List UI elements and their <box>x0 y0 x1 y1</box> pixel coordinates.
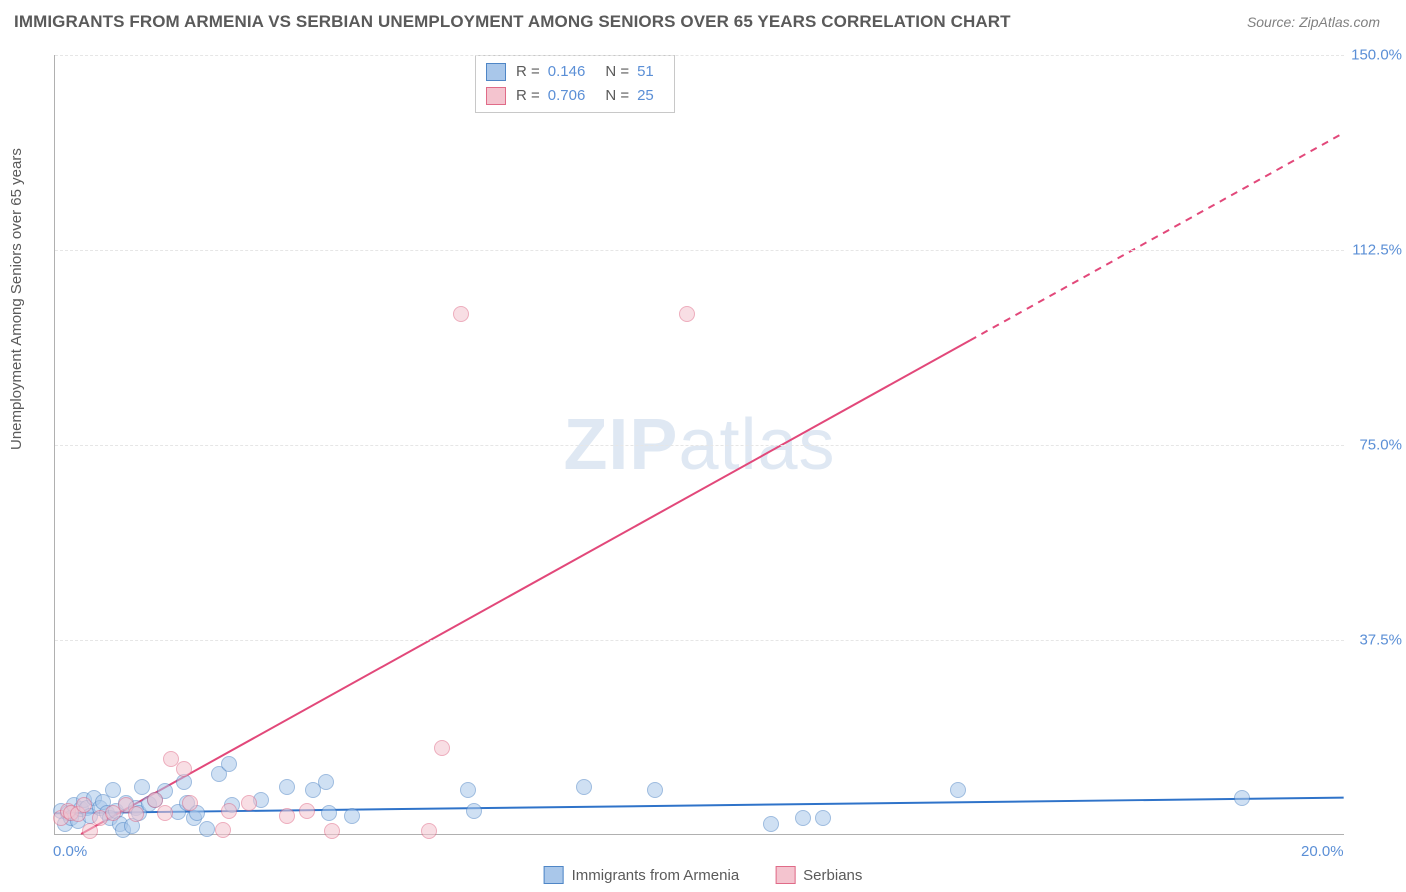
data-point <box>321 805 337 821</box>
gridline <box>55 55 1344 56</box>
data-point <box>221 756 237 772</box>
legend-n-value: 51 <box>637 60 654 84</box>
data-point <box>815 810 831 826</box>
data-point <box>241 795 257 811</box>
data-point <box>344 808 360 824</box>
legend-n-label: N = <box>605 60 629 84</box>
data-point <box>460 782 476 798</box>
data-point <box>466 803 482 819</box>
data-point <box>128 806 144 822</box>
y-tick-label: 37.5% <box>1359 632 1402 649</box>
data-point <box>679 306 695 322</box>
data-point <box>105 782 121 798</box>
legend-r-label: R = <box>516 84 540 108</box>
legend-r-value: 0.706 <box>548 84 586 108</box>
data-point <box>215 822 231 838</box>
data-point <box>763 816 779 832</box>
data-point <box>795 810 811 826</box>
data-point <box>1234 790 1250 806</box>
y-tick-label: 112.5% <box>1352 242 1402 259</box>
x-tick-label: 20.0% <box>1301 843 1344 860</box>
y-tick-label: 75.0% <box>1359 437 1402 454</box>
chart-title: IMMIGRANTS FROM ARMENIA VS SERBIAN UNEMP… <box>14 12 1011 32</box>
legend-r-label: R = <box>516 60 540 84</box>
legend-n-value: 25 <box>637 84 654 108</box>
data-point <box>176 761 192 777</box>
data-point <box>421 823 437 839</box>
data-point <box>279 779 295 795</box>
data-point <box>199 821 215 837</box>
legend-n-label: N = <box>605 84 629 108</box>
bottom-legend-label: Immigrants from Armenia <box>572 867 740 884</box>
data-point <box>221 803 237 819</box>
data-point <box>134 779 150 795</box>
y-tick-label: 150.0% <box>1351 47 1402 64</box>
trend-line <box>81 340 970 834</box>
stats-legend-row: R = 0.706 N = 25 <box>486 84 664 108</box>
bottom-legend: Immigrants from Armenia Serbians <box>544 866 863 884</box>
legend-swatch <box>544 866 564 884</box>
gridline <box>55 250 1344 251</box>
data-point <box>453 306 469 322</box>
data-point <box>318 774 334 790</box>
stats-legend-row: R = 0.146 N = 51 <box>486 60 664 84</box>
legend-swatch <box>775 866 795 884</box>
data-point <box>950 782 966 798</box>
data-point <box>157 805 173 821</box>
stats-legend: R = 0.146 N = 51 R = 0.706 N = 25 <box>475 55 675 113</box>
legend-swatch <box>486 63 506 81</box>
data-point <box>299 803 315 819</box>
data-point <box>76 797 92 813</box>
plot-area: ZIPatlas R =0.146N =51R =0.706N =25 37.5… <box>54 55 1344 835</box>
trend-line-dashed <box>970 133 1344 340</box>
legend-swatch <box>486 87 506 105</box>
bottom-legend-item: Immigrants from Armenia <box>544 866 740 884</box>
data-point <box>434 740 450 756</box>
gridline <box>55 640 1344 641</box>
y-axis-label: Unemployment Among Seniors over 65 years <box>8 148 25 450</box>
bottom-legend-item: Serbians <box>775 866 862 884</box>
source-label: Source: ZipAtlas.com <box>1247 14 1380 30</box>
data-point <box>182 795 198 811</box>
data-point <box>576 779 592 795</box>
data-point <box>279 808 295 824</box>
x-tick-label: 0.0% <box>53 843 87 860</box>
legend-r-value: 0.146 <box>548 60 586 84</box>
data-point <box>647 782 663 798</box>
data-point <box>82 823 98 839</box>
data-point <box>324 823 340 839</box>
gridline <box>55 445 1344 446</box>
bottom-legend-label: Serbians <box>803 867 862 884</box>
